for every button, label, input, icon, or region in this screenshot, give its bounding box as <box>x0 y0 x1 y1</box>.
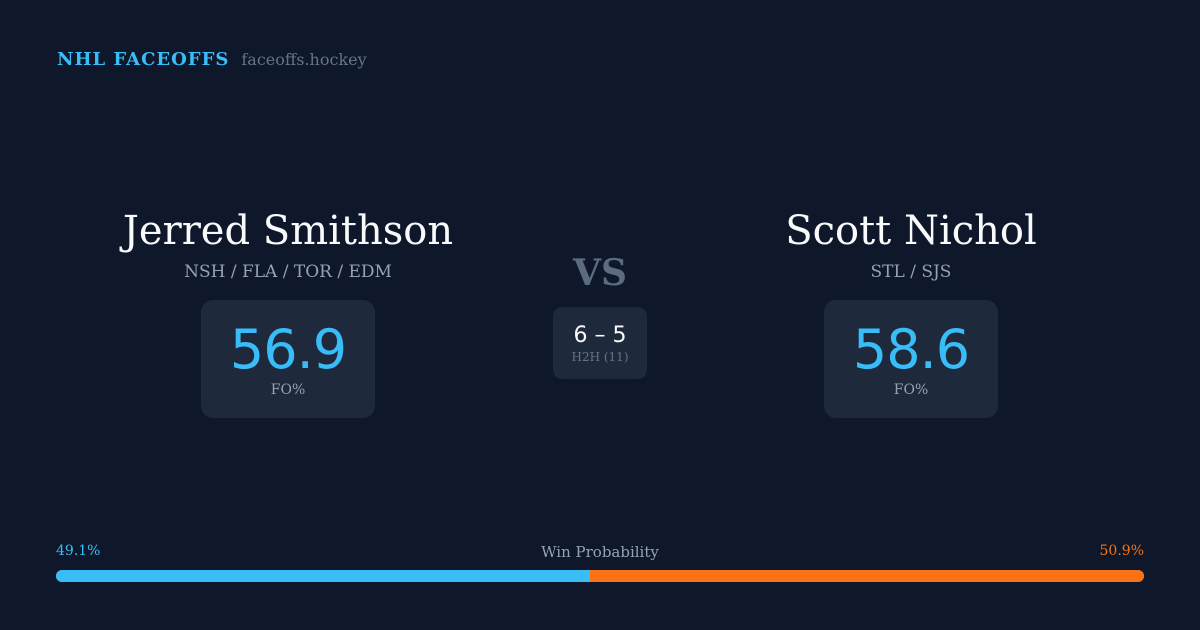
h2h-score: 6 – 5 <box>573 322 627 348</box>
h2h-label: H2H (11) <box>571 349 629 364</box>
brand-site: faceoffs.hockey <box>241 50 367 69</box>
left-fo-card: 56.9 FO% <box>201 300 375 418</box>
left-player-name: Jerred Smithson <box>122 208 454 254</box>
right-player-name: Scott Nichol <box>785 208 1037 254</box>
right-fo-card: 58.6 FO% <box>824 300 998 418</box>
vs-label: VS <box>573 252 627 294</box>
right-fo-label: FO% <box>893 382 929 398</box>
left-fo-label: FO% <box>270 382 306 398</box>
right-probability-fill <box>590 570 1144 582</box>
win-probability-bar <box>56 570 1144 582</box>
left-probability-fill <box>56 570 591 582</box>
left-player-teams: NSH / FLA / TOR / EDM <box>184 262 392 282</box>
left-fo-pct: 56.9 <box>229 318 347 381</box>
right-fo-pct: 58.6 <box>852 318 970 381</box>
left-player: Jerred Smithson NSH / FLA / TOR / EDM 56… <box>68 206 508 418</box>
right-win-probability: 50.9% <box>1099 543 1144 559</box>
brand-name: NHL FACEOFFS <box>57 49 230 70</box>
left-win-probability: 49.1% <box>56 543 101 559</box>
right-player-teams: STL / SJS <box>870 262 952 282</box>
h2h-card: 6 – 5 H2H (11) <box>553 307 647 379</box>
win-probability-title: Win Probability <box>541 543 659 561</box>
right-player: Scott Nichol STL / SJS 58.6 FO% <box>691 206 1131 418</box>
brand-header: NHL FACEOFFS faceoffs.hockey <box>57 49 367 70</box>
